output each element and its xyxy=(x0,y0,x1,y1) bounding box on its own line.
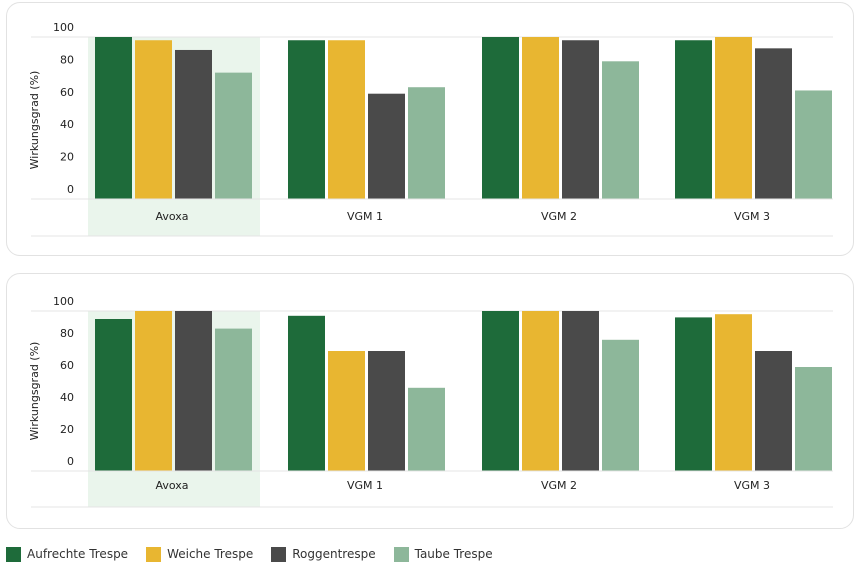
y-tick-label: 100 xyxy=(53,21,74,34)
chart-panel-bottom: 0 20 40 60 80 100 Wirkungsgrad (%) Avoxa VGM 1 VG… xyxy=(6,273,854,529)
bar-chart-top: 0 20 40 60 80 100 Wirkungsgrad (%) Avoxa VGM 1 VG… xyxy=(28,21,833,237)
bar xyxy=(522,311,559,471)
bar xyxy=(602,339,639,471)
x-tick-label: VGM 3 xyxy=(734,210,770,223)
bar xyxy=(715,37,752,199)
y-tick-label: 20 xyxy=(60,423,74,436)
bar xyxy=(675,317,712,471)
bar xyxy=(95,37,132,199)
bar xyxy=(288,40,325,199)
y-tick-label: 40 xyxy=(60,391,74,404)
y-axis-label: Wirkungsgrad (%) xyxy=(28,342,41,441)
bar xyxy=(562,40,599,199)
bar xyxy=(795,90,832,199)
bar xyxy=(562,311,599,471)
legend-swatch xyxy=(271,546,287,562)
bar xyxy=(215,328,252,471)
x-tick-label: VGM 2 xyxy=(541,479,577,492)
bar xyxy=(755,48,792,200)
bar xyxy=(328,40,365,199)
x-tick-label: Avoxa xyxy=(155,210,188,223)
x-tick-label: VGM 1 xyxy=(347,479,383,492)
bar xyxy=(368,351,405,471)
bar xyxy=(602,61,639,199)
y-tick-label: 0 xyxy=(67,183,74,196)
bar xyxy=(408,387,445,471)
y-tick-label: 60 xyxy=(60,86,74,99)
bar xyxy=(175,49,212,200)
bar xyxy=(675,40,712,199)
bar xyxy=(482,311,519,471)
bar-chart-bottom: 0 20 40 60 80 100 Wirkungsgrad (%) Avoxa VGM 1 VG… xyxy=(28,295,833,508)
legend-swatch xyxy=(146,546,162,562)
chart-legend: Aufrechte Trespe Weiche Trespe Roggentresp… xyxy=(6,544,493,564)
legend-item: Aufrechte Trespe xyxy=(6,546,129,562)
legend-swatch xyxy=(6,546,21,562)
legend-item: Weiche Trespe xyxy=(146,546,254,562)
legend-label: Aufrechte Trespe xyxy=(27,547,129,561)
bar xyxy=(175,311,212,471)
bar xyxy=(95,319,132,471)
y-axis-label: Wirkungsgrad (%) xyxy=(28,71,41,170)
bar xyxy=(522,37,559,199)
bar xyxy=(368,93,405,199)
bar xyxy=(135,40,172,199)
legend-item: Taube Trespe xyxy=(393,546,493,562)
chart-panel-top: 0 20 40 60 80 100 Wirkungsgrad (%) Avoxa VGM 1 VG… xyxy=(6,2,854,256)
y-tick-label: 20 xyxy=(60,151,74,164)
y-tick-label: 100 xyxy=(53,295,74,308)
bar xyxy=(482,37,519,199)
bar xyxy=(328,351,365,471)
bar xyxy=(288,315,325,471)
legend-label: Taube Trespe xyxy=(414,547,493,561)
y-tick-label: 0 xyxy=(67,455,74,468)
x-tick-label: VGM 1 xyxy=(347,210,383,223)
y-tick-label: 80 xyxy=(60,327,74,340)
bar xyxy=(408,87,445,199)
x-tick-label: Avoxa xyxy=(155,479,188,492)
legend-item: Roggentrespe xyxy=(271,546,376,562)
bar xyxy=(135,311,172,471)
bar xyxy=(215,72,252,199)
x-tick-label: VGM 2 xyxy=(541,210,577,223)
y-tick-label: 60 xyxy=(60,359,74,372)
bar xyxy=(755,351,792,471)
legend-swatch xyxy=(393,546,409,562)
bar xyxy=(795,367,832,471)
legend-label: Weiche Trespe xyxy=(167,547,254,561)
y-tick-label: 40 xyxy=(60,118,74,131)
x-tick-label: VGM 3 xyxy=(734,479,770,492)
bar xyxy=(715,314,752,471)
legend-label: Roggentrespe xyxy=(292,547,376,561)
y-tick-label: 80 xyxy=(60,53,74,66)
